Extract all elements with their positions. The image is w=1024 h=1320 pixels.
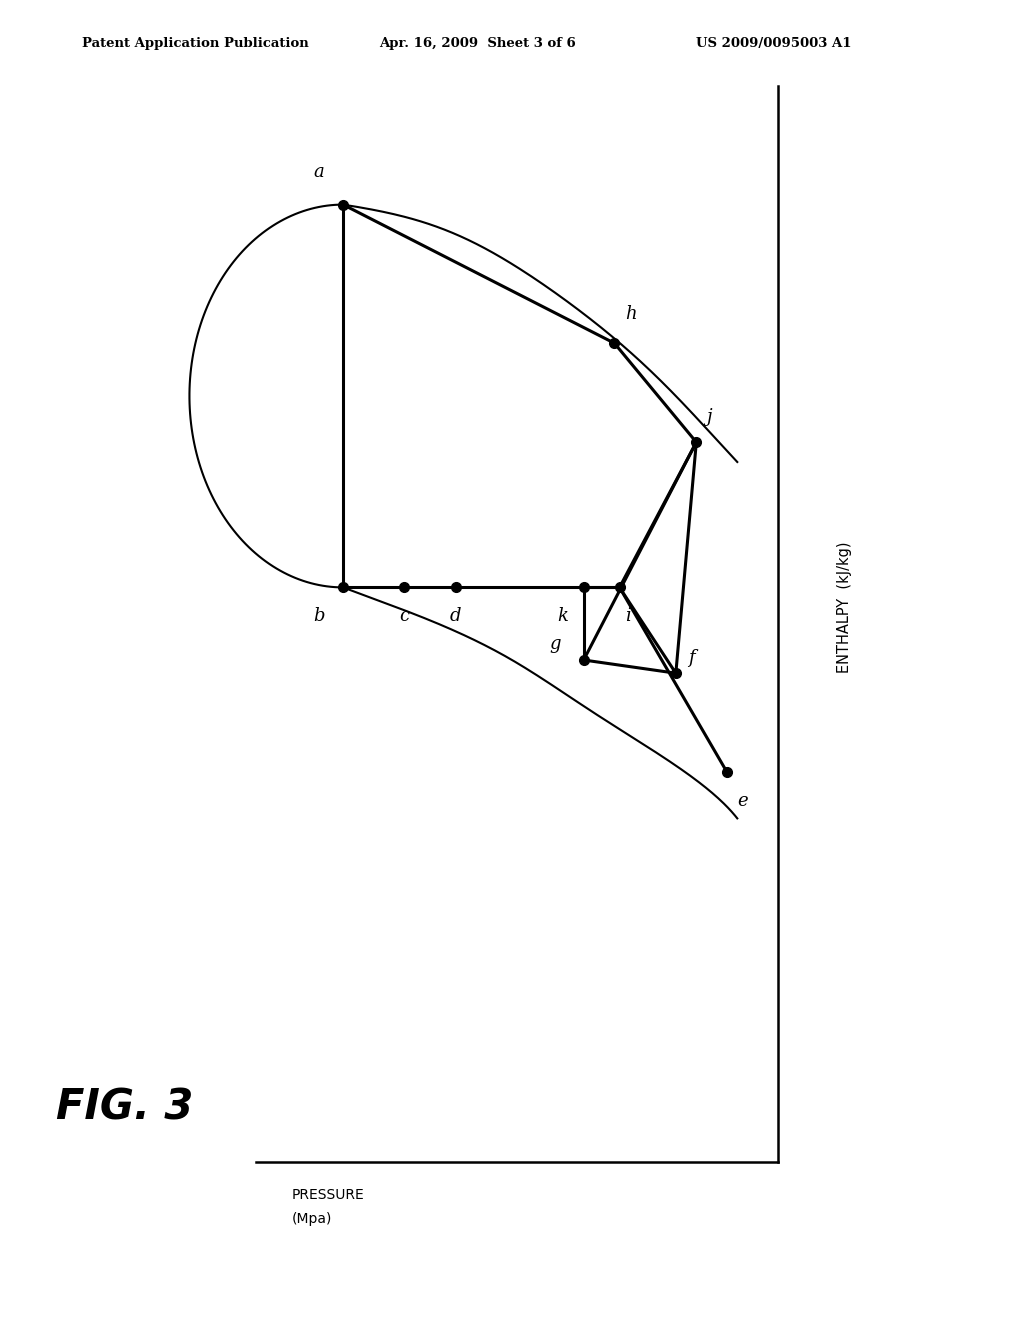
Text: US 2009/0095003 A1: US 2009/0095003 A1 [696,37,852,50]
Text: b: b [313,607,325,626]
Text: i: i [625,607,631,626]
Text: k: k [557,607,568,626]
Text: h: h [625,305,636,323]
Text: ENTHALPY  (kJ/kg): ENTHALPY (kJ/kg) [838,541,852,673]
Text: Apr. 16, 2009  Sheet 3 of 6: Apr. 16, 2009 Sheet 3 of 6 [379,37,575,50]
Text: f: f [688,648,694,667]
Text: FIG. 3: FIG. 3 [56,1086,194,1129]
Text: g: g [550,635,561,653]
Text: (Mpa): (Mpa) [292,1212,332,1226]
Text: e: e [737,792,748,810]
Text: a: a [314,162,325,181]
Text: j: j [707,408,712,426]
Text: c: c [399,607,410,626]
Text: d: d [450,607,462,626]
Text: PRESSURE: PRESSURE [292,1188,365,1203]
Text: Patent Application Publication: Patent Application Publication [82,37,308,50]
